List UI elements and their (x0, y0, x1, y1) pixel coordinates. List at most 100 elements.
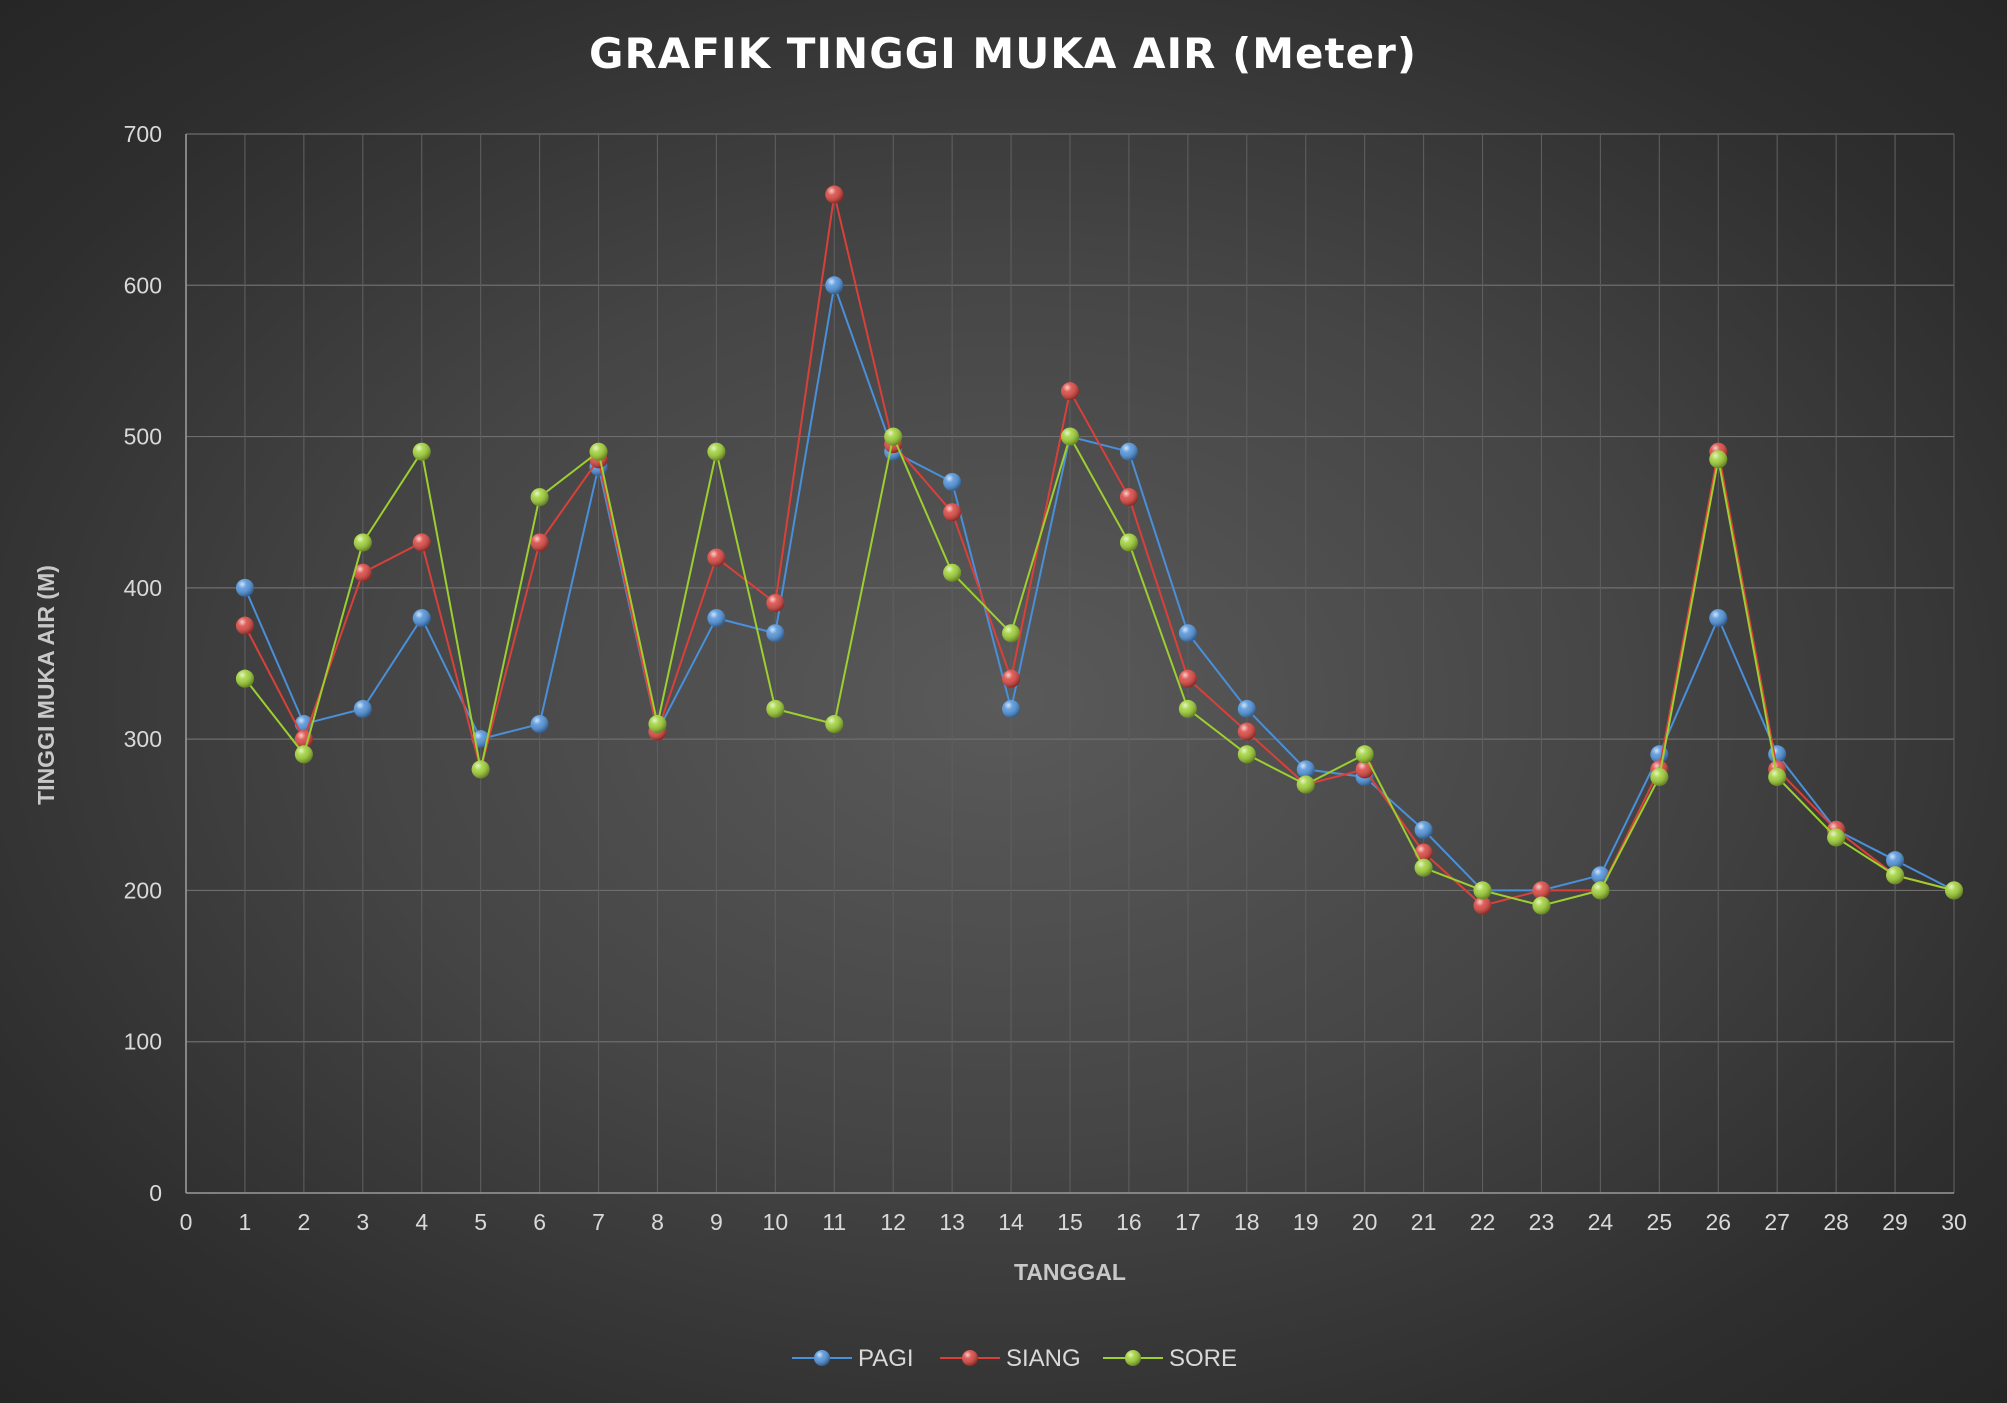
data-point-shine (1768, 767, 1787, 786)
data-point-shine (412, 609, 431, 628)
data-point-shine (1002, 669, 1021, 688)
data-point-shine (1827, 828, 1846, 847)
data-point-shine (648, 715, 667, 734)
data-point-shine (943, 472, 962, 491)
series-siang (235, 185, 1963, 915)
data-point-shine (1178, 699, 1197, 718)
data-point-shine (707, 548, 726, 567)
data-point-shine (943, 503, 962, 522)
data-point-shine (1591, 881, 1610, 900)
data-point-shine (825, 715, 844, 734)
data-point-shine (1709, 609, 1728, 628)
series-group (235, 185, 1963, 915)
x-tick-label: 9 (710, 1209, 723, 1235)
x-tick-label: 19 (1293, 1209, 1319, 1235)
data-point-shine (1119, 533, 1138, 552)
data-point-shine (1650, 767, 1669, 786)
y-tick-label: 500 (124, 424, 162, 450)
x-tick-label: 6 (533, 1209, 546, 1235)
legend-marker-shine (962, 1350, 978, 1366)
data-point-shine (1178, 624, 1197, 643)
x-tick-label: 28 (1823, 1209, 1849, 1235)
x-tick-label: 11 (822, 1209, 846, 1235)
data-point-shine (235, 616, 254, 635)
legend-item-pagi: PAGI (792, 1345, 914, 1372)
data-point-shine (412, 533, 431, 552)
legend-item-sore: SORE (1103, 1345, 1237, 1372)
y-tick-label: 700 (124, 121, 162, 147)
data-point-shine (530, 533, 549, 552)
data-point-shine (530, 715, 549, 734)
data-point-shine (766, 593, 785, 612)
x-tick-label: 23 (1529, 1209, 1555, 1235)
x-tick-label: 3 (356, 1209, 369, 1235)
data-point-shine (1237, 722, 1256, 741)
legend-item-siang: SIANG (940, 1345, 1081, 1372)
data-point-shine (353, 699, 372, 718)
data-point-shine (766, 699, 785, 718)
chart-title: GRAFIK TINGGI MUKA AIR (Meter) (589, 29, 1417, 78)
x-tick-label: 0 (180, 1209, 193, 1235)
x-tick-label: 25 (1647, 1209, 1673, 1235)
series-line-siang (244, 194, 1955, 907)
data-point-shine (707, 442, 726, 461)
data-point-shine (825, 185, 844, 204)
x-tick-label: 20 (1352, 1209, 1378, 1235)
data-point-shine (1296, 775, 1315, 794)
x-tick-label: 4 (415, 1209, 428, 1235)
y-tick-label: 0 (149, 1180, 162, 1206)
x-tick-label: 18 (1234, 1209, 1260, 1235)
x-tick-label: 21 (1411, 1209, 1437, 1235)
x-tick-label: 26 (1705, 1209, 1731, 1235)
data-point-shine (1061, 382, 1079, 401)
x-tick-label: 30 (1941, 1209, 1967, 1235)
data-point-shine (1886, 851, 1905, 870)
x-tick-label: 16 (1116, 1209, 1142, 1235)
data-point-shine (1473, 881, 1492, 900)
data-point-shine (530, 488, 549, 507)
y-tick-label: 600 (124, 272, 162, 298)
data-point-shine (471, 760, 490, 779)
y-tick-label: 300 (124, 726, 162, 752)
data-point-shine (1237, 699, 1256, 718)
y-axis-title: TINGGI MUKA AIR (M) (33, 565, 59, 805)
x-tick-label: 10 (763, 1209, 789, 1235)
data-point-shine (1414, 858, 1433, 877)
data-point-shine (1296, 760, 1315, 779)
x-tick-label: 1 (239, 1209, 252, 1235)
data-point-shine (1178, 669, 1197, 688)
data-point-shine (353, 563, 372, 582)
data-point-shine (766, 624, 785, 643)
y-tick-label: 100 (124, 1029, 162, 1055)
x-tick-label: 7 (592, 1209, 605, 1235)
x-tick-label: 5 (474, 1209, 487, 1235)
series-sore (235, 427, 1963, 915)
data-point-shine (294, 745, 313, 764)
data-point-shine (1414, 820, 1433, 839)
x-tick-label: 24 (1588, 1209, 1614, 1235)
gridlines (186, 133, 1955, 1193)
x-tick-label: 14 (998, 1209, 1024, 1235)
data-point-shine (412, 442, 431, 461)
legend-marker-shine (814, 1350, 830, 1366)
x-tick-label: 15 (1057, 1209, 1083, 1235)
data-point-shine (1002, 699, 1021, 718)
data-point-shine (353, 533, 372, 552)
x-tick-label: 13 (939, 1209, 965, 1235)
legend-label-siang: SIANG (1006, 1345, 1081, 1372)
data-point-shine (1532, 896, 1551, 915)
legend-label-pagi: PAGI (858, 1345, 914, 1372)
x-tick-label: 2 (297, 1209, 310, 1235)
data-point-shine (1355, 745, 1374, 764)
data-point-shine (1886, 866, 1905, 885)
x-tick-label: 22 (1470, 1209, 1496, 1235)
data-point-shine (1532, 881, 1551, 900)
data-point-shine (1119, 442, 1138, 461)
data-point-shine (1237, 745, 1256, 764)
data-point-shine (943, 563, 962, 582)
x-tick-label: 12 (880, 1209, 906, 1235)
data-point-shine (1473, 896, 1492, 915)
